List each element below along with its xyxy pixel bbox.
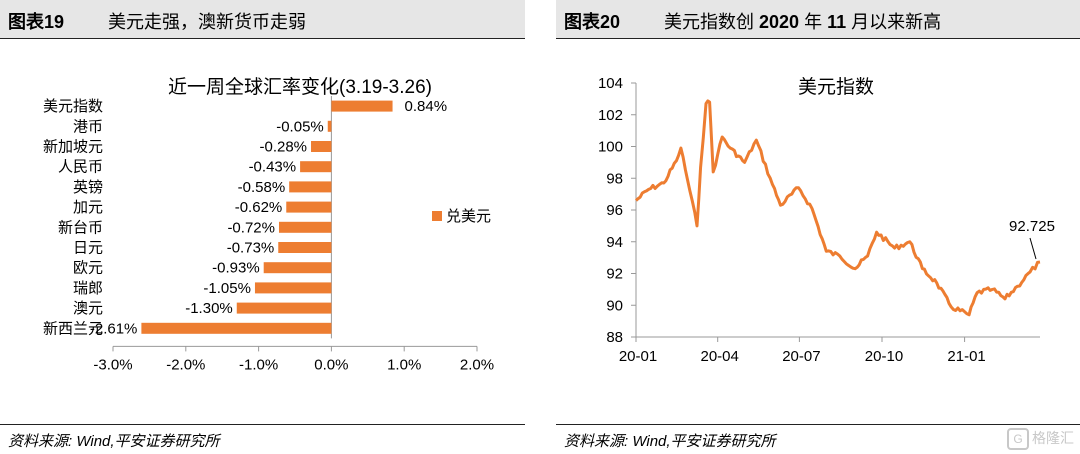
bar	[236, 302, 332, 314]
bar	[278, 242, 332, 253]
category-label: 欧元	[73, 260, 103, 277]
bar	[331, 100, 393, 112]
right-title-month: 11	[827, 12, 847, 32]
y-tick-label: 102	[598, 107, 623, 124]
data-label: -0.58%	[238, 179, 286, 196]
legend-swatch	[432, 211, 442, 221]
annotation-label: 92.725	[1009, 218, 1055, 235]
bar	[286, 201, 332, 213]
right-title-part-1: 美元指数创	[664, 12, 760, 32]
x-tick-label: 2.0%	[460, 356, 494, 373]
category-label: 新台币	[58, 219, 103, 236]
x-tick-label: -1.0%	[239, 356, 278, 373]
right-figure-footer: 资料来源: Wind,平安证券研究所	[556, 424, 1080, 454]
right-source-note: 资料来源: Wind,平安证券研究所	[564, 433, 776, 450]
right-title-part-5: 月以来新高	[846, 12, 942, 32]
y-tick-label: 92	[606, 266, 623, 283]
right-figure-label: 图表20	[564, 12, 621, 32]
bar	[289, 181, 332, 193]
right-figure-header: 图表20 美元指数创 2020 年 11 月以来新高	[556, 0, 1080, 39]
right-title-part-3: 年	[799, 12, 828, 32]
left-figure-label: 图表19	[8, 12, 65, 32]
y-tick-label: 90	[606, 297, 623, 314]
watermark-logo-icon: G	[1007, 428, 1029, 450]
right-figure-title: 美元指数创 2020 年 11 月以来新高	[664, 8, 941, 34]
data-label: -1.05%	[203, 280, 251, 297]
bar	[327, 120, 332, 132]
legend-label: 兑美元	[446, 208, 491, 225]
bar	[311, 141, 332, 152]
data-label: -0.28%	[259, 139, 307, 156]
data-label: -2.61%	[90, 320, 138, 337]
x-tick-label: 20-07	[782, 348, 820, 365]
left-source-note: 资料来源: Wind,平安证券研究所	[8, 433, 220, 450]
left-figure-title: 美元走强，澳新货币走弱	[108, 12, 306, 32]
category-label: 澳元	[73, 300, 103, 317]
dollar-index-line-chart: 88 90 92 94 96 98 100 102 104 20-01 20-04 20-07 20-1…	[598, 75, 1055, 365]
category-label: 美元指数	[43, 98, 103, 115]
x-tick-label: 0.0%	[314, 356, 348, 373]
category-label: 英镑	[73, 178, 103, 196]
category-label: 港币	[73, 118, 103, 135]
y-tick-label: 98	[606, 170, 623, 187]
left-figure-panel: 图表19 美元走强，澳新货币走弱 近一周全球汇率变化(3.19-3.26) -3…	[0, 0, 525, 453]
data-label: 0.84%	[405, 98, 448, 115]
y-tick-label: 104	[598, 75, 623, 92]
category-label: 加元	[73, 199, 103, 216]
data-label: -0.62%	[235, 199, 283, 216]
data-label: -0.73%	[227, 240, 275, 257]
x-tick-label: 21-01	[947, 348, 985, 365]
category-label: 瑞郎	[73, 280, 103, 297]
x-tick-label: 20-01	[619, 348, 657, 365]
x-tick-label: 1.0%	[387, 356, 421, 373]
bar	[254, 282, 332, 294]
right-figure-panel: 图表20 美元指数创 2020 年 11 月以来新高 美元指数 88 90 92 94…	[556, 0, 1080, 453]
right-chart-title: 美元指数	[797, 77, 874, 98]
bar	[278, 221, 332, 233]
bar	[141, 322, 332, 334]
dollar-index-line	[634, 99, 1041, 317]
right-title-year: 2020	[759, 12, 800, 32]
category-label: 日元	[73, 240, 103, 257]
watermark: G 格隆汇	[1007, 428, 1074, 450]
y-tick-label: 88	[606, 329, 623, 346]
annotation-leader-line	[1029, 237, 1037, 260]
left-figure-footer: 资料来源: Wind,平安证券研究所	[0, 424, 525, 454]
left-figure-header: 图表19 美元走强，澳新货币走弱	[0, 0, 525, 39]
x-tick-label: -3.0%	[93, 356, 132, 373]
bar	[300, 161, 332, 173]
data-label: -0.72%	[227, 219, 275, 236]
x-tick-label: 20-04	[701, 348, 739, 365]
bar	[263, 262, 332, 274]
x-tick-label: 20-10	[865, 348, 903, 365]
fx-change-bar-chart: -3.0% -2.0% -1.0% 0.0% 1.0% 2.0% 美元指数 0.84% 港币 -0…	[43, 96, 494, 373]
data-label: -1.30%	[185, 300, 233, 317]
data-label: -0.05%	[276, 118, 324, 135]
category-label: 新西兰元	[43, 320, 103, 337]
y-tick-label: 100	[598, 139, 623, 156]
data-label: -0.93%	[212, 260, 260, 277]
data-label: -0.43%	[249, 159, 297, 176]
left-chart-title: 近一周全球汇率变化(3.19-3.26)	[168, 77, 432, 98]
y-tick-label: 94	[606, 234, 623, 251]
category-label: 人民币	[58, 159, 103, 176]
watermark-text: 格隆汇	[1032, 430, 1074, 446]
x-tick-label: -2.0%	[166, 356, 205, 373]
y-tick-label: 96	[606, 202, 623, 219]
category-label: 新加坡元	[43, 139, 103, 156]
